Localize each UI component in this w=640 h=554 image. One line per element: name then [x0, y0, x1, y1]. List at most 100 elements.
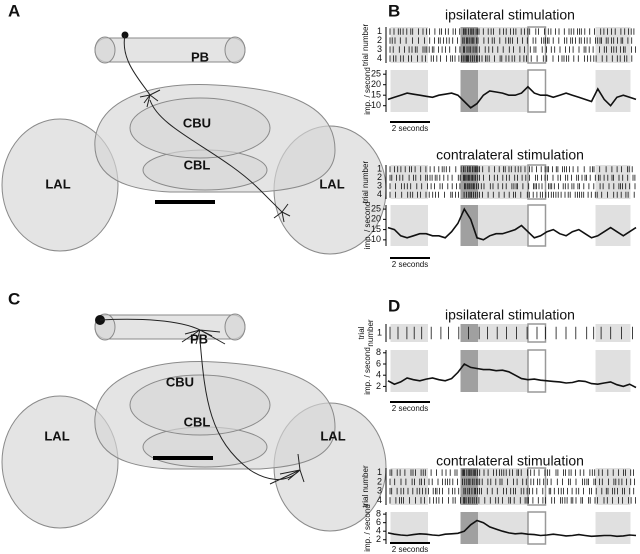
region-label: LAL: [320, 428, 345, 443]
stim-box: [527, 164, 547, 200]
y-tick-label: 2: [376, 534, 381, 544]
y-tick-label: 10: [371, 234, 381, 244]
stim-dark: [460, 27, 478, 63]
stim-box: [527, 26, 547, 64]
spike-train: [389, 183, 636, 190]
neuron-a: [121, 31, 291, 223]
plot-title: contralateral stimulation: [436, 453, 584, 469]
stim-shade: [390, 324, 428, 342]
raster-ylabel: trial: [357, 326, 366, 339]
stim-dark: [460, 350, 478, 392]
plot-title: ipsilateral stimulation: [445, 7, 575, 23]
region-label: CBL: [184, 157, 211, 172]
trial-number: 2: [377, 476, 382, 486]
raster-ylabel: trial number: [361, 161, 370, 204]
panel-letter: B: [388, 1, 400, 20]
plot-title: contralateral stimulation: [436, 147, 584, 163]
spike-train: [389, 166, 633, 173]
y-tick-label: 20: [371, 79, 381, 89]
rate-line: [387, 207, 637, 241]
time-scale-label: 2 seconds: [392, 124, 428, 133]
spike-train: [389, 478, 635, 486]
scale-bar: [155, 200, 215, 204]
trial-number: 3: [377, 44, 382, 54]
trial-number: 1: [377, 26, 382, 36]
region-label: PB: [190, 331, 208, 346]
y-tick-label: 8: [376, 347, 381, 357]
trial-number: 4: [377, 189, 382, 199]
trial-number: 2: [377, 35, 382, 45]
region-label: CBL: [184, 414, 211, 429]
region-label: LAL: [45, 176, 70, 191]
spike-train: [389, 55, 633, 62]
stim-dark: [460, 324, 478, 342]
panel-letter: C: [8, 289, 20, 308]
trial-number: 1: [377, 164, 382, 174]
spike-train: [389, 37, 633, 44]
y-tick-label: 6: [376, 517, 381, 527]
panel-letter: D: [388, 296, 400, 315]
stim-dark: [460, 205, 478, 246]
rate-ylabel: imp. / second: [363, 504, 372, 552]
spike-train: [389, 487, 635, 495]
spike-train: [389, 497, 636, 504]
raster-ylabel: number: [366, 319, 375, 346]
trial-number: 3: [377, 486, 382, 496]
spike-train: [389, 28, 635, 35]
scale-bar: [153, 456, 213, 460]
y-tick-label: 10: [371, 100, 381, 110]
spike-train: [389, 326, 633, 340]
stim-shade: [390, 70, 428, 112]
stim-dark: [460, 165, 478, 199]
rate-line: [387, 519, 637, 538]
y-tick-label: 20: [371, 214, 381, 224]
trial-number: 4: [377, 53, 382, 63]
rate-ylabel: imp. / second: [363, 202, 372, 250]
region-label: PB: [191, 49, 209, 64]
stim-shade: [390, 512, 428, 544]
region-label: CBU: [166, 374, 194, 389]
raster-ylabel: trial number: [361, 24, 370, 67]
stim-dark: [460, 512, 478, 544]
spike-train: [389, 469, 634, 476]
stim-dark: [460, 468, 478, 505]
y-tick-label: 6: [376, 358, 381, 368]
stim-shade: [595, 70, 631, 112]
raster-ylabel: trial number: [361, 465, 370, 508]
rate-line: [387, 85, 637, 109]
neuron-c: [95, 315, 305, 485]
stim-shade: [595, 350, 631, 392]
stim-box: [527, 204, 547, 247]
rate-ylabel: imp. / second: [363, 347, 372, 395]
plot-title: ipsilateral stimulation: [445, 307, 575, 323]
trial-number: 1: [377, 327, 382, 337]
stim-shade: [595, 205, 631, 246]
time-scale-label: 2 seconds: [392, 260, 428, 269]
rate-ylabel: imp. / second: [363, 67, 372, 115]
stim-box: [527, 467, 547, 506]
trial-number: 3: [377, 181, 382, 191]
y-tick-label: 25: [371, 69, 381, 79]
stim-shade: [595, 512, 631, 544]
region-label: LAL: [44, 428, 69, 443]
trial-number: 1: [377, 467, 382, 477]
region-label: CBU: [183, 115, 211, 130]
rate-line: [387, 362, 637, 389]
spike-train: [389, 46, 636, 53]
y-tick-label: 15: [371, 224, 381, 234]
stim-box: [527, 349, 547, 393]
brain-render: [1, 36, 387, 255]
y-tick-label: 4: [376, 370, 381, 380]
panel-letter: A: [8, 1, 20, 20]
time-scale-label: 2 seconds: [392, 545, 428, 554]
time-scale-label: 2 seconds: [392, 404, 428, 413]
stim-box: [527, 511, 547, 545]
y-tick-label: 8: [376, 509, 381, 519]
region-label: LAL: [319, 176, 344, 191]
trial-number: 4: [377, 495, 382, 505]
stim-box: [527, 69, 547, 113]
spike-train: [389, 174, 636, 181]
y-tick-label: 25: [371, 203, 381, 213]
stim-shade: [595, 165, 631, 199]
